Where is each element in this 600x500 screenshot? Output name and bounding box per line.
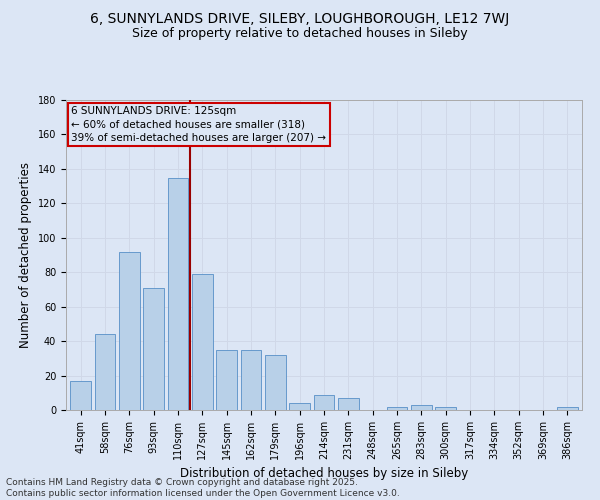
Bar: [338, 398, 359, 410]
Text: 6 SUNNYLANDS DRIVE: 125sqm
← 60% of detached houses are smaller (318)
39% of sem: 6 SUNNYLANDS DRIVE: 125sqm ← 60% of deta…: [71, 106, 326, 142]
Bar: [436, 406, 456, 410]
Bar: [411, 405, 432, 410]
Bar: [241, 350, 262, 410]
Bar: [314, 394, 334, 410]
Text: Size of property relative to detached houses in Sileby: Size of property relative to detached ho…: [132, 28, 468, 40]
Bar: [216, 350, 237, 410]
Text: 6, SUNNYLANDS DRIVE, SILEBY, LOUGHBOROUGH, LE12 7WJ: 6, SUNNYLANDS DRIVE, SILEBY, LOUGHBOROUG…: [91, 12, 509, 26]
X-axis label: Distribution of detached houses by size in Sileby: Distribution of detached houses by size …: [180, 468, 468, 480]
Bar: [386, 406, 407, 410]
Bar: [95, 334, 115, 410]
Bar: [265, 355, 286, 410]
Bar: [70, 380, 91, 410]
Text: Contains HM Land Registry data © Crown copyright and database right 2025.
Contai: Contains HM Land Registry data © Crown c…: [6, 478, 400, 498]
Bar: [192, 274, 212, 410]
Bar: [557, 406, 578, 410]
Bar: [143, 288, 164, 410]
Bar: [119, 252, 140, 410]
Bar: [289, 403, 310, 410]
Bar: [167, 178, 188, 410]
Y-axis label: Number of detached properties: Number of detached properties: [19, 162, 32, 348]
